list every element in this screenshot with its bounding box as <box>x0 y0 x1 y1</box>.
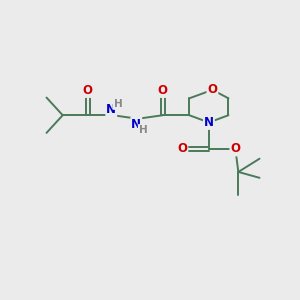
Text: H: H <box>139 125 148 135</box>
Text: H: H <box>114 99 122 109</box>
Text: O: O <box>177 142 188 155</box>
Text: N: N <box>204 116 214 129</box>
Text: O: O <box>230 142 240 155</box>
Text: N: N <box>106 103 116 116</box>
Text: O: O <box>158 84 168 97</box>
Text: O: O <box>83 84 93 97</box>
Text: O: O <box>207 83 218 96</box>
Text: N: N <box>131 118 141 130</box>
